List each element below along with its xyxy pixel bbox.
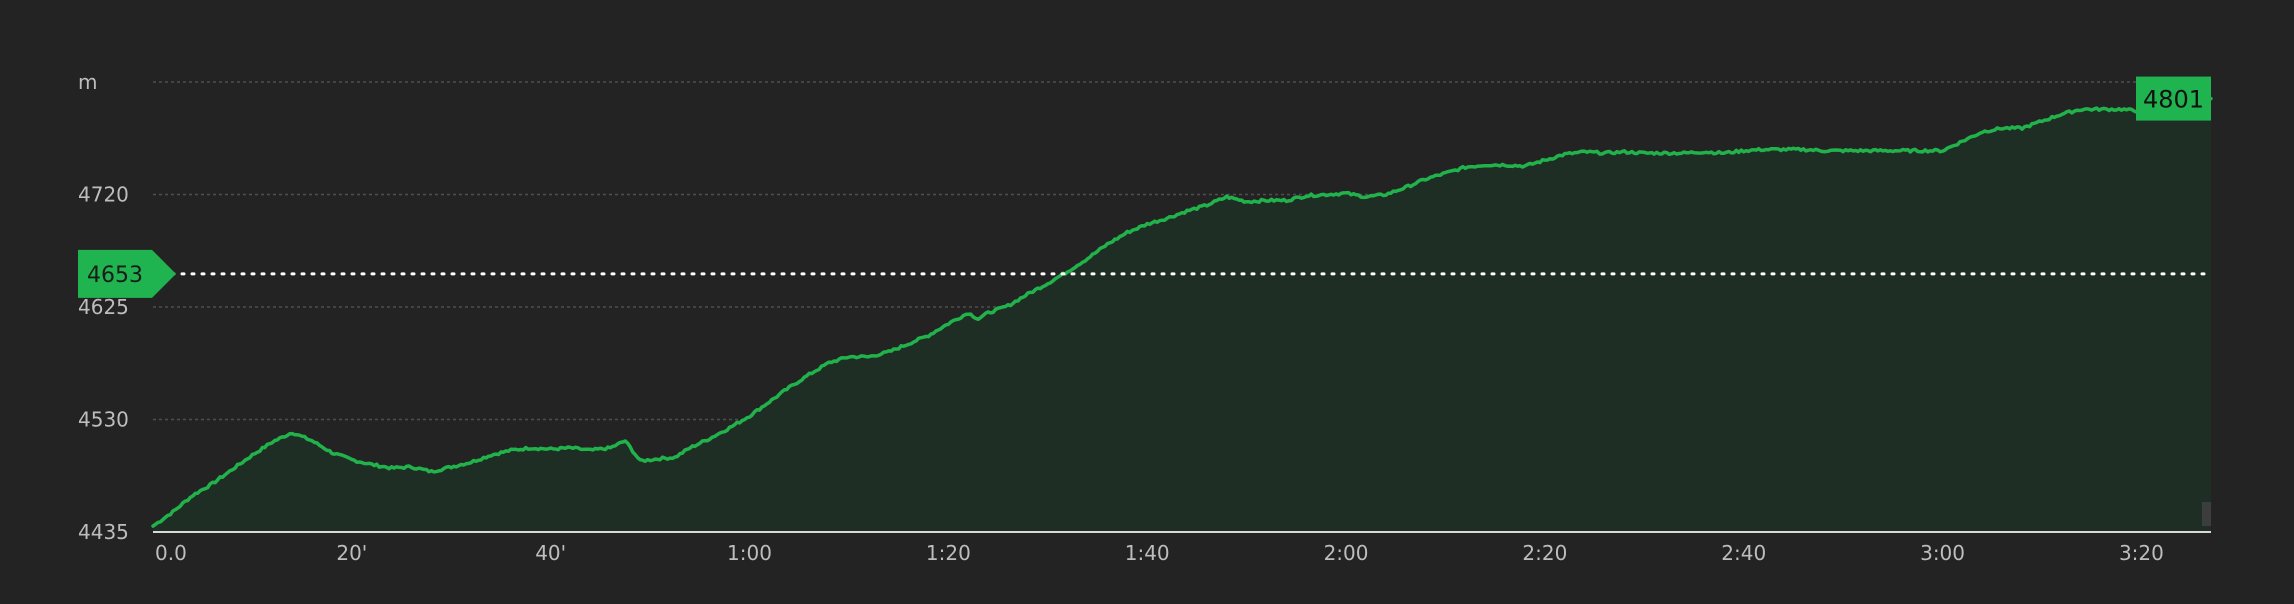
x-tick-label: 2:00 (1324, 541, 1369, 565)
x-tick-label: 2:40 (1721, 541, 1766, 565)
reference-marker[interactable]: 4653 (78, 249, 176, 298)
reference-value-label: 4653 (87, 263, 143, 288)
y-axis-labels: 4435 4530 4625 4720 (78, 183, 129, 545)
elevation-line (151, 96, 2213, 528)
x-tick-label: 2:20 (1522, 541, 1567, 565)
y-axis-unit-label: m (78, 70, 97, 94)
y-tick-label: 4435 (78, 520, 129, 544)
x-tick-label: 3:20 (2119, 541, 2164, 565)
scroll-handle[interactable] (2202, 502, 2211, 526)
end-marker: 4801 (2136, 76, 2211, 121)
y-tick-label: 4625 (78, 295, 129, 319)
end-value-box (2136, 76, 2211, 121)
x-tick-label: 0.0 (155, 541, 187, 565)
y-tick-label: 4530 (78, 408, 129, 432)
x-tick-label: 20' (336, 541, 367, 565)
x-tick-label: 1:00 (727, 541, 772, 565)
x-tick-label: 1:40 (1125, 541, 1170, 565)
x-tick-label: 40' (535, 541, 566, 565)
x-tick-label: 3:00 (1920, 541, 1965, 565)
x-tick-label: 1:20 (926, 541, 971, 565)
end-value-label: 4801 (2143, 86, 2204, 114)
y-tick-label: 4720 (78, 183, 129, 207)
elevation-area-fill (153, 98, 2211, 532)
reference-flag (78, 249, 176, 298)
x-axis-labels: 0.0 20' 40' 1:00 1:20 1:40 2:00 2:20 2:40 3:00 3:2… (155, 541, 2164, 565)
